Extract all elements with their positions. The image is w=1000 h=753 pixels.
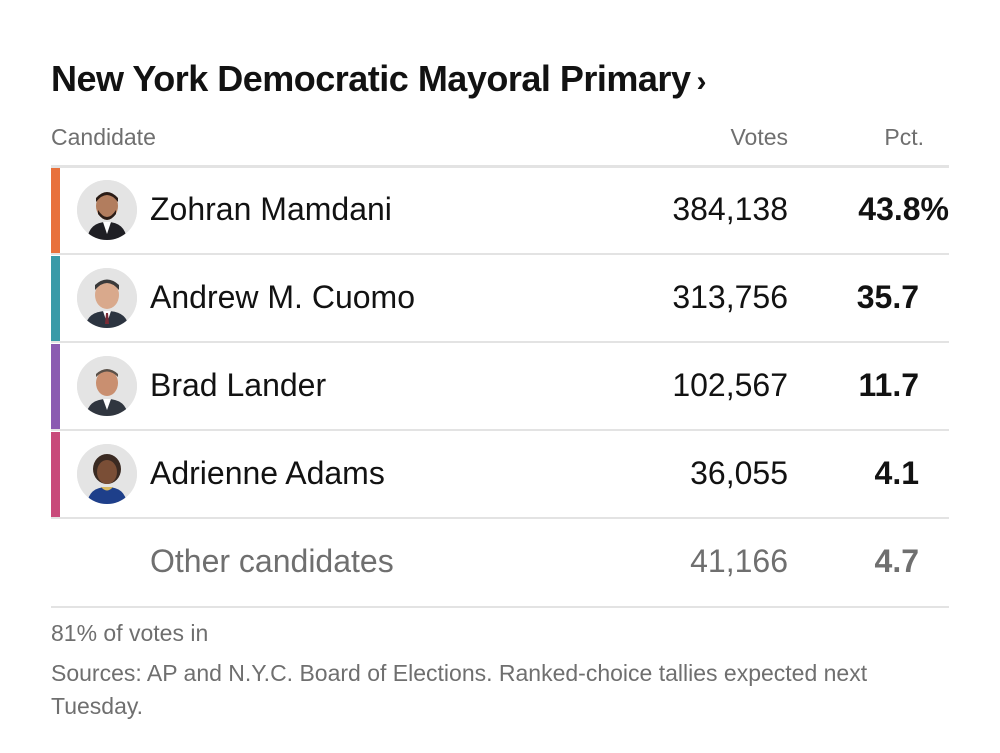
- column-header-candidate: Candidate: [51, 124, 156, 150]
- candidate-name: Zohran Mamdani: [150, 191, 392, 227]
- row-divider: [51, 429, 949, 431]
- candidate-pct: 4.1: [874, 455, 919, 491]
- chevron-right-icon: ›: [696, 65, 706, 98]
- candidate-color-bar: [51, 432, 60, 517]
- candidate-votes: 313,756: [672, 279, 788, 315]
- reporting-status: 81% of votes in: [51, 620, 209, 646]
- row-divider: [51, 341, 949, 343]
- candidate-pct: 35.7: [856, 279, 919, 315]
- candidate-name: Andrew M. Cuomo: [150, 279, 415, 315]
- candidate-name: Other candidates: [150, 543, 394, 579]
- candidate-votes: 102,567: [672, 367, 788, 403]
- row-divider: [51, 517, 949, 519]
- table-bottom-divider: [51, 606, 949, 608]
- candidate-pct: 11.7: [858, 367, 919, 403]
- candidate-color-bar: [51, 256, 60, 341]
- candidate-name: Brad Lander: [150, 367, 327, 403]
- header-divider: [51, 165, 949, 168]
- candidate-color-bar: [51, 344, 60, 429]
- title-text: New York Democratic Mayoral Primary: [51, 58, 691, 99]
- avatar: [77, 444, 137, 504]
- candidate-name: Adrienne Adams: [150, 455, 385, 491]
- avatar: [77, 356, 137, 416]
- table-row: Brad Lander 102,567 11.7: [51, 344, 949, 429]
- column-header-votes: Votes: [730, 124, 788, 150]
- candidate-votes: 41,166: [690, 543, 788, 579]
- candidate-pct: 43.8%: [858, 191, 949, 227]
- table-row: Other candidates 41,166 4.7: [51, 520, 949, 605]
- row-divider: [51, 253, 949, 255]
- table-header: Candidate Votes Pct.: [51, 124, 949, 154]
- avatar: [77, 180, 137, 240]
- candidate-votes: 384,138: [672, 191, 788, 227]
- column-header-pct: Pct.: [884, 124, 924, 150]
- table-row: Adrienne Adams 36,055 4.1: [51, 432, 949, 517]
- sources-note: Sources: AP and N.Y.C. Board of Election…: [51, 660, 868, 719]
- avatar: [77, 268, 137, 328]
- table-row: Andrew M. Cuomo 313,756 35.7: [51, 256, 949, 341]
- candidate-pct: 4.7: [874, 543, 919, 579]
- page-title[interactable]: New York Democratic Mayoral Primary ›: [51, 58, 706, 100]
- candidate-votes: 36,055: [690, 455, 788, 491]
- table-row: Zohran Mamdani 384,138 43.8%: [51, 168, 949, 253]
- candidate-color-bar: [51, 168, 60, 253]
